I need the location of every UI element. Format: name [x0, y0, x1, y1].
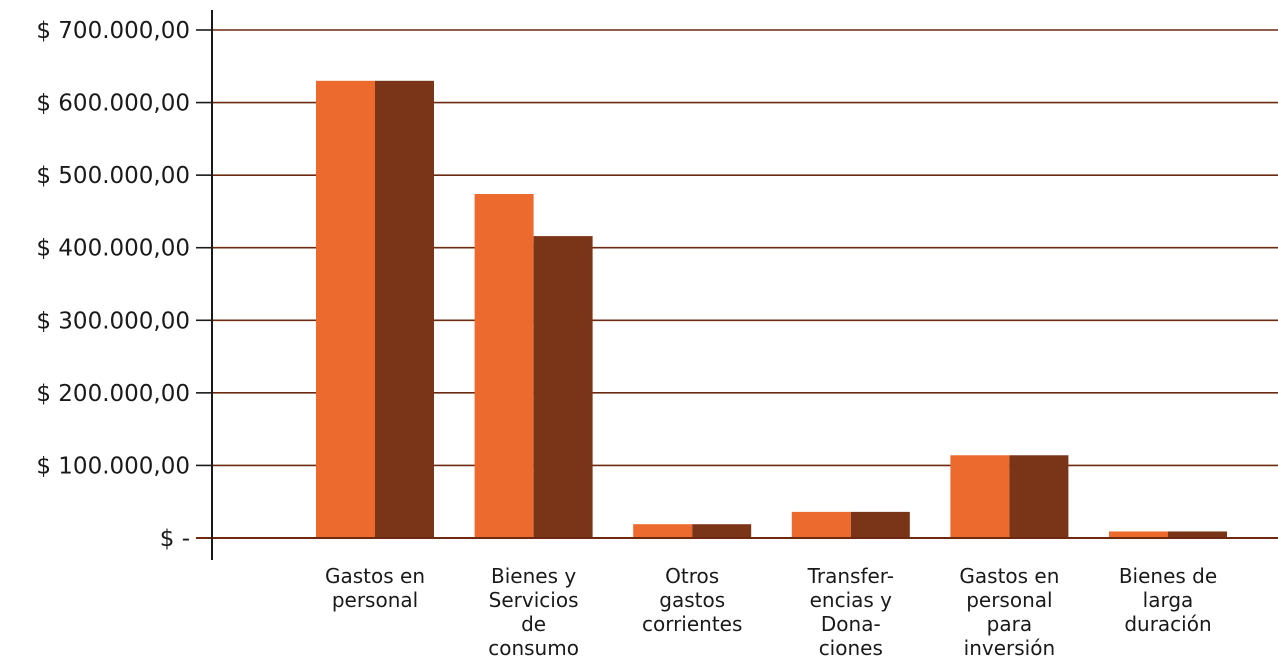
y-tick-label: $ 700.000,00	[36, 18, 190, 44]
x-category-label: corrientes	[642, 612, 742, 636]
bar	[950, 455, 1010, 538]
x-category-label: para	[987, 612, 1032, 636]
x-category-label: gastos	[659, 588, 725, 612]
y-tick-label: $ 600.000,00	[36, 91, 190, 117]
x-category-label: Servicios	[489, 588, 579, 612]
y-tick-label: $ -	[160, 526, 190, 552]
x-category-label: personal	[332, 588, 418, 612]
bar	[1168, 531, 1227, 538]
x-category-label: consumo	[488, 636, 579, 660]
x-category-label: Bienes de	[1119, 564, 1217, 588]
x-category-label: ciones	[819, 636, 883, 660]
y-tick-label: $ 500.000,00	[36, 163, 190, 189]
x-category-label: Gastos en	[325, 564, 425, 588]
y-tick-label: $ 200.000,00	[36, 381, 190, 407]
x-category-label: Dona-	[821, 612, 881, 636]
x-category-label: Transfer-	[807, 564, 894, 588]
x-category-label: Bienes y	[491, 564, 576, 588]
x-category-label: Gastos en	[959, 564, 1059, 588]
bar	[1009, 455, 1069, 538]
x-category-label: larga	[1143, 588, 1194, 612]
x-category-label: personal	[966, 588, 1052, 612]
bar	[533, 236, 593, 539]
x-category-label: encias y	[810, 588, 893, 612]
y-tick-label: $ 100.000,00	[36, 453, 190, 479]
y-axis-tick-labels: $ - $ 100.000,00 $ 200.000,00 $ 300.000,00 $…	[36, 18, 190, 552]
bar	[316, 80, 375, 539]
axes	[196, 10, 1278, 560]
x-category-label: inversión	[964, 636, 1055, 660]
bar	[633, 524, 693, 538]
bars	[316, 80, 1227, 539]
bar	[474, 194, 534, 539]
bar	[692, 524, 752, 538]
y-tick-label: $ 400.000,00	[36, 236, 190, 262]
x-category-label: de	[521, 612, 546, 636]
x-category-label: Otros	[665, 564, 719, 588]
bar	[791, 511, 851, 538]
y-tick-label: $ 300.000,00	[36, 308, 190, 334]
bar	[1109, 531, 1168, 538]
bar	[850, 511, 910, 538]
bar	[375, 80, 434, 539]
x-category-label: duración	[1124, 612, 1211, 636]
